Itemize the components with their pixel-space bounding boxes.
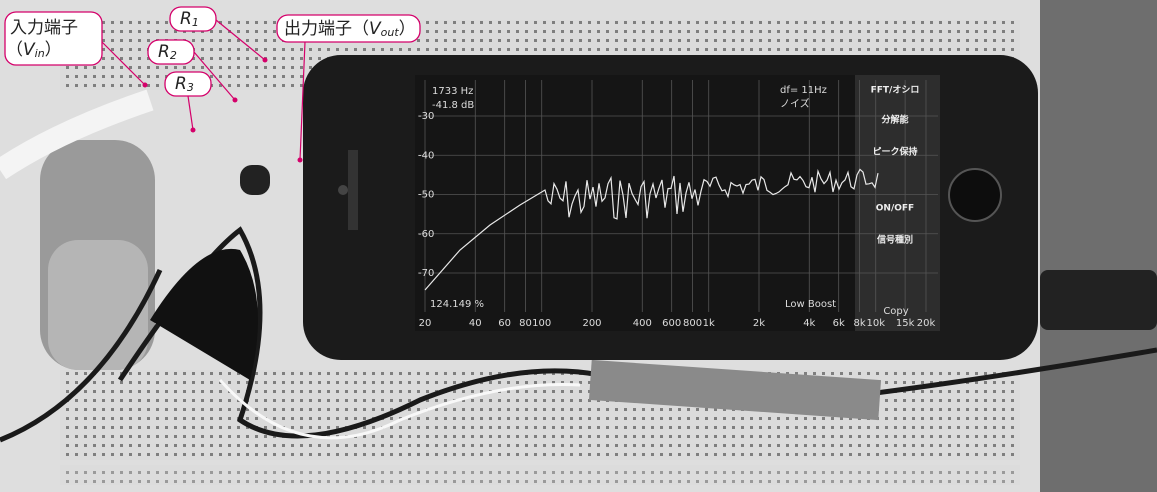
- y-tick-label: -40: [418, 150, 434, 161]
- callout-text: ）: [399, 19, 416, 39]
- x-tick-label: 400: [633, 318, 652, 329]
- speaker: [48, 240, 148, 370]
- x-tick-label: 200: [582, 318, 601, 329]
- callout-text: 3: [187, 81, 194, 94]
- table: [1040, 0, 1157, 492]
- x-tick-label: 20k: [917, 318, 936, 329]
- usb-cable: [1040, 270, 1157, 330]
- screen-text: 1733 Hz: [432, 86, 473, 97]
- leader-dot: [263, 58, 268, 63]
- callout-text: 2: [170, 49, 177, 62]
- speaker-grille: [348, 150, 358, 230]
- transistor: [240, 165, 270, 195]
- photo: 204060801002004006008001k2k4k6k8k10k15k2…: [0, 0, 1157, 492]
- callout-text: ）: [45, 40, 62, 60]
- screen-text: ピーク保持: [872, 146, 917, 158]
- x-tick-label: 15k: [896, 318, 915, 329]
- callout-text: 出力端子: [284, 19, 352, 39]
- x-tick-label: 6k: [833, 318, 845, 329]
- x-tick-label: 800: [683, 318, 702, 329]
- leader-dot: [143, 83, 148, 88]
- screen-text: 124.149 %: [430, 299, 484, 310]
- x-tick-label: 1k: [703, 318, 715, 329]
- x-tick-label: 100: [532, 318, 551, 329]
- x-tick-label: 8k: [853, 318, 865, 329]
- x-tick-label: 2k: [753, 318, 765, 329]
- x-tick-label: 60: [498, 318, 511, 329]
- holes: [60, 465, 1020, 485]
- x-tick-label: 4k: [803, 318, 815, 329]
- screen-text: ノイズ: [780, 97, 810, 110]
- screen-text: ON/OFF: [876, 204, 914, 214]
- screen-text: 信号種別: [876, 234, 913, 246]
- x-tick-label: 600: [662, 318, 681, 329]
- home-button: [949, 169, 1001, 221]
- screen-text: -41.8 dB: [432, 100, 474, 111]
- camera: [338, 185, 348, 195]
- callout-text: （: [6, 40, 23, 60]
- screen-text: Low Boost: [785, 299, 836, 310]
- leader-dot: [191, 128, 196, 133]
- y-tick-label: -50: [418, 190, 434, 201]
- leader-dot: [233, 98, 238, 103]
- callout-text: 入力端子: [10, 18, 78, 38]
- callout-text: （: [352, 19, 369, 39]
- callout-text: R: [158, 42, 170, 62]
- x-tick-label: 10k: [866, 318, 885, 329]
- y-tick-label: -60: [418, 229, 434, 240]
- callout-text: in: [35, 47, 45, 60]
- screen-text: 分解能: [880, 114, 908, 126]
- callout-text: R: [180, 9, 192, 29]
- callout-text: out: [381, 26, 400, 39]
- y-tick-label: -70: [418, 268, 434, 279]
- x-tick-label: 20: [419, 318, 432, 329]
- leader-dot: [298, 158, 303, 163]
- screen-text: FFT/オシロ: [871, 85, 920, 96]
- y-tick-label: -30: [418, 111, 434, 122]
- x-tick-label: 40: [469, 318, 482, 329]
- x-tick-label: 80: [519, 318, 532, 329]
- callout-text: 1: [192, 16, 199, 29]
- screen-text: df= 11Hz: [780, 85, 827, 96]
- screen-text: Copy: [883, 306, 908, 317]
- callout-text: R: [175, 74, 187, 94]
